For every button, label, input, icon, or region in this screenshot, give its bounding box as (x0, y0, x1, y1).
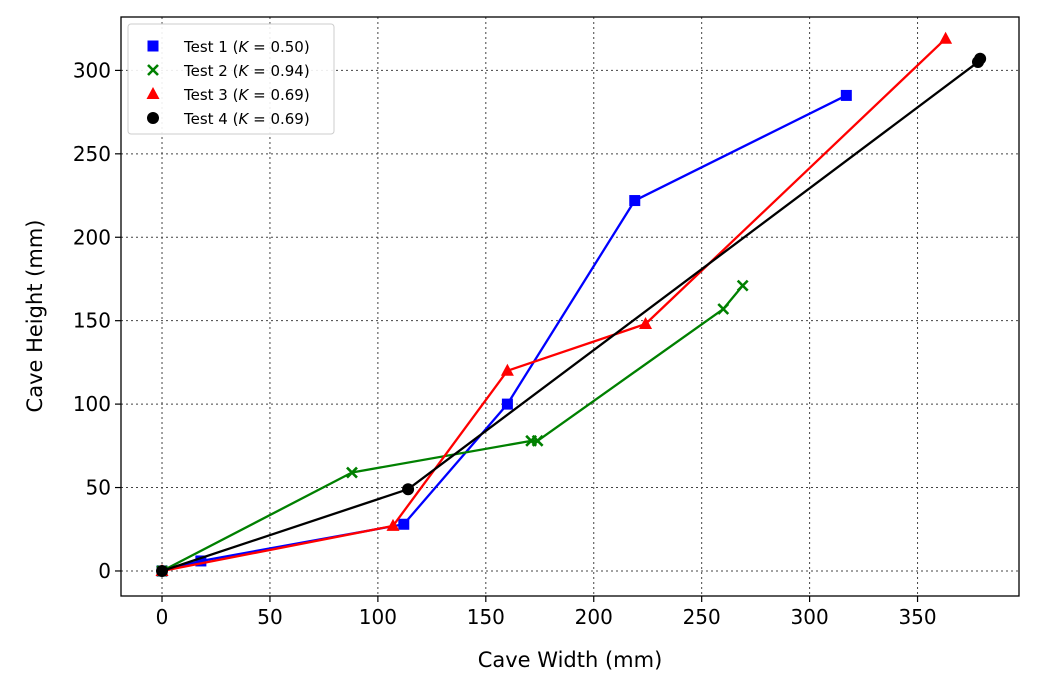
data-point (974, 52, 987, 65)
legend-label: Test 3 (K = 0.69) (183, 86, 310, 104)
legend-equals: = (248, 62, 270, 80)
data-point (402, 483, 415, 496)
data-point (939, 31, 953, 44)
x-tick-label: 250 (683, 605, 721, 629)
series-4 (156, 52, 987, 577)
x-marker-stroke (717, 303, 730, 315)
legend-paren-open: ( (228, 38, 239, 56)
y-tick-label: 200 (73, 225, 111, 249)
data-point (531, 434, 544, 447)
legend-marker (147, 64, 159, 76)
data-point (736, 279, 749, 292)
series-line (161, 94, 847, 573)
legend-series-name: Test 4 (183, 110, 228, 128)
x-tick-label: 50 (257, 605, 282, 629)
legend-label: Test 2 (K = 0.94) (183, 62, 310, 80)
series-2 (156, 279, 749, 577)
legend: Test 1 (K = 0.50)Test 2 (K = 0.94)Test 3… (127, 23, 335, 135)
legend-box (127, 23, 335, 135)
legend-marker (147, 40, 159, 52)
data-point (386, 518, 400, 531)
y-axis-label: Cave Height (mm) (23, 220, 47, 413)
data-point (195, 555, 207, 567)
y-tick-label: 50 (86, 476, 111, 500)
legend-series-name: Test 1 (183, 38, 228, 56)
legend-k-value: 0.69 (270, 86, 303, 104)
x-tick-label: 200 (575, 605, 613, 629)
legend-paren-close: ) (304, 86, 310, 104)
legend-paren-open: ( (228, 86, 239, 104)
legend-paren-open: ( (228, 110, 239, 128)
legend-paren-close: ) (304, 62, 310, 80)
legend-series-name: Test 3 (183, 86, 228, 104)
y-tick-label: 100 (73, 392, 111, 416)
legend-k-value: 0.50 (270, 38, 303, 56)
y-tick-label: 0 (98, 559, 111, 583)
x-tick-label: 0 (156, 605, 169, 629)
series-1 (156, 89, 852, 577)
data-point (629, 195, 641, 207)
x-marker-stroke (346, 466, 358, 479)
data-point (398, 518, 410, 530)
legend-item: Test 2 (K = 0.94) (147, 62, 310, 80)
data-point (639, 317, 653, 330)
series-line (161, 58, 982, 573)
x-marker-stroke (736, 279, 749, 292)
x-marker-stroke (531, 434, 544, 447)
x-marker-stroke (147, 64, 159, 76)
plot-frame (120, 16, 1020, 597)
data-point (156, 564, 169, 577)
legend-item: Test 3 (K = 0.69) (146, 86, 310, 104)
x-tick-label: 350 (898, 605, 936, 629)
legend-equals: = (248, 86, 270, 104)
x-tick-label: 150 (467, 605, 505, 629)
series-line (161, 284, 744, 572)
series-layer (155, 31, 987, 577)
legend-paren-close: ) (304, 110, 310, 128)
legend-item: Test 1 (K = 0.50) (147, 38, 310, 56)
legend-k-symbol: K (238, 110, 249, 128)
legend-equals: = (248, 110, 270, 128)
legend-marker (146, 87, 160, 99)
legend-paren-close: ) (304, 38, 310, 56)
legend-series-name: Test 2 (183, 62, 228, 80)
x-tick-label: 300 (791, 605, 829, 629)
x-tick-label: 100 (359, 605, 397, 629)
legend-k-value: 0.94 (270, 62, 303, 80)
legend-k-symbol: K (238, 62, 249, 80)
y-tick-label: 250 (73, 142, 111, 166)
data-point (717, 303, 730, 315)
data-point (346, 466, 358, 479)
legend-paren-open: ( (228, 62, 239, 80)
ticks-layer: 0 50 100 150 200 250 300 350 0 50 100 150 200 250 300 (73, 58, 937, 629)
data-point (501, 398, 513, 410)
legend-k-symbol: K (238, 38, 249, 56)
legend-item: Test 4 (K = 0.69) (147, 110, 310, 128)
y-tick-label: 150 (73, 309, 111, 333)
legend-k-symbol: K (238, 86, 249, 104)
x-axis-label: Cave Width (mm) (478, 648, 663, 672)
legend-label: Test 1 (K = 0.50) (183, 38, 310, 56)
legend-label: Test 4 (K = 0.69) (183, 110, 310, 128)
legend-marker (147, 112, 159, 124)
y-tick-label: 300 (73, 58, 111, 82)
data-point (500, 363, 514, 376)
legend-k-value: 0.69 (270, 110, 303, 128)
legend-equals: = (248, 38, 270, 56)
data-point (840, 89, 852, 101)
